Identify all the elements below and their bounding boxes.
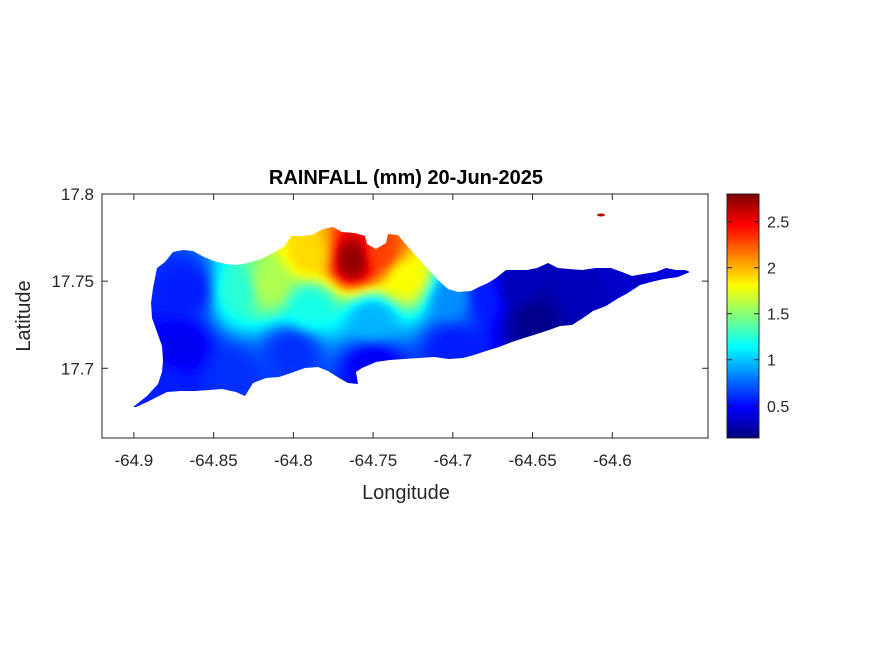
colorbar-gradient: [727, 194, 759, 438]
x-tick-label: -64.8: [274, 451, 313, 470]
colorbar-tick-label: 1: [767, 353, 776, 370]
colorbar-frame: [726, 193, 760, 439]
x-tick-label: -64.9: [115, 451, 154, 470]
x-tick-label: -64.85: [190, 451, 238, 470]
colorbar-tick-label: 1.5: [767, 307, 789, 324]
y-axis-ticks: 17.7 17.75 17.8: [51, 185, 708, 378]
colorbar-tick-label: 2.5: [767, 215, 789, 232]
colorbar: 0.5 1 1.5 2 2.5: [726, 193, 789, 439]
x-tick-label: -64.7: [433, 451, 472, 470]
colorbar-tick-label: 0.5: [767, 399, 789, 416]
y-tick-label: 17.8: [61, 185, 94, 204]
colorbar-ticks: 0.5 1 1.5 2 2.5: [727, 215, 789, 416]
y-tick-label: 17.7: [61, 359, 94, 378]
colorbar-tick-label: 2: [767, 261, 776, 278]
chart-title: RAINFALL (mm) 20-Jun-2025: [269, 167, 543, 189]
x-tick-label: -64.6: [593, 451, 632, 470]
x-tick-label: -64.65: [508, 451, 556, 470]
x-tick-label: -64.75: [349, 451, 397, 470]
y-tick-label: 17.75: [51, 272, 94, 291]
y-axis-label: Latitude: [13, 280, 35, 351]
x-axis-label: Longitude: [362, 482, 450, 504]
x-axis-ticks: -64.9 -64.85 -64.8 -64.75 -64.7 -64.65 -64.6: [115, 194, 632, 470]
offshore-cay: [597, 213, 605, 217]
